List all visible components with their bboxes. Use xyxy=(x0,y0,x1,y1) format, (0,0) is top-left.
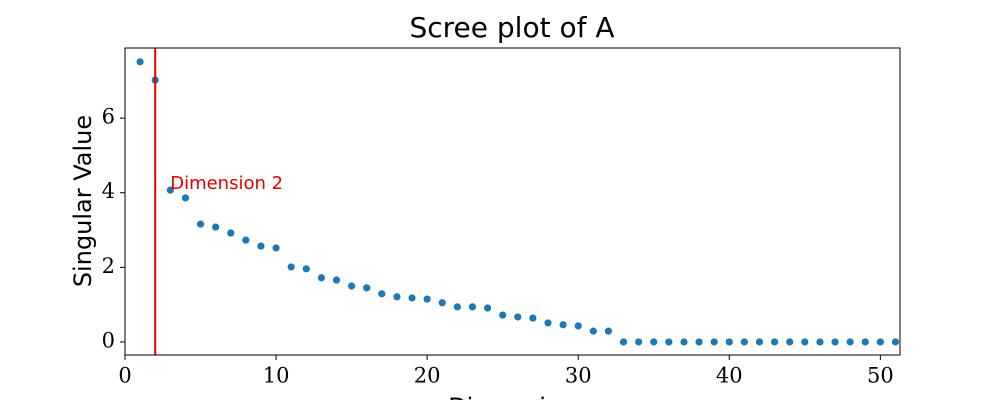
point xyxy=(423,295,431,303)
point xyxy=(891,338,900,346)
point xyxy=(574,322,582,330)
point xyxy=(710,338,718,346)
point xyxy=(438,299,446,307)
point xyxy=(604,327,613,335)
point xyxy=(136,58,144,66)
point xyxy=(453,303,461,311)
point xyxy=(876,338,884,346)
point xyxy=(786,338,794,346)
x-tick-label: 10 xyxy=(263,364,290,388)
chart-title: Scree plot of A xyxy=(409,11,614,44)
point xyxy=(348,282,356,290)
point xyxy=(529,314,537,322)
point xyxy=(831,338,839,346)
x-tick-label: 50 xyxy=(867,364,894,388)
point xyxy=(468,303,477,311)
point xyxy=(483,304,492,312)
point xyxy=(287,263,295,271)
point xyxy=(227,229,235,237)
point xyxy=(846,338,854,346)
x-tick-label: 20 xyxy=(414,364,441,388)
point xyxy=(635,338,643,346)
point xyxy=(816,338,824,346)
x-tick-label: 0 xyxy=(118,364,131,388)
point xyxy=(242,236,250,244)
point xyxy=(514,313,522,321)
y-tick-label: 4 xyxy=(102,179,115,203)
point xyxy=(695,338,703,346)
point xyxy=(801,338,809,346)
point xyxy=(212,223,220,231)
point xyxy=(363,284,371,292)
point xyxy=(619,338,628,346)
annotation: Dimension 2 xyxy=(170,173,283,194)
y-tick-label: 6 xyxy=(102,105,115,129)
point xyxy=(181,194,190,202)
point xyxy=(861,338,869,346)
point xyxy=(589,327,597,335)
point xyxy=(257,242,265,250)
plot-frame xyxy=(124,47,901,356)
point xyxy=(166,186,174,194)
point xyxy=(755,338,764,346)
point xyxy=(408,294,416,302)
y-tick-label: 0 xyxy=(102,328,115,352)
point xyxy=(544,319,552,327)
x-axis-label: Dimension xyxy=(448,393,576,400)
point xyxy=(378,290,386,298)
x-tick-label: 30 xyxy=(565,364,592,388)
point xyxy=(680,338,688,346)
point xyxy=(302,265,310,273)
point xyxy=(332,276,341,284)
y-tick-label: 2 xyxy=(102,254,115,278)
point xyxy=(725,338,733,346)
point xyxy=(272,244,280,252)
point xyxy=(740,338,748,346)
point xyxy=(771,338,779,346)
point xyxy=(196,220,205,228)
point xyxy=(499,311,507,319)
point xyxy=(559,321,567,329)
point xyxy=(665,338,673,346)
y-axis-label: Singular Value xyxy=(69,115,97,287)
x-tick-label: 40 xyxy=(716,364,743,388)
point xyxy=(650,338,658,346)
point xyxy=(317,274,325,282)
point xyxy=(393,293,401,301)
